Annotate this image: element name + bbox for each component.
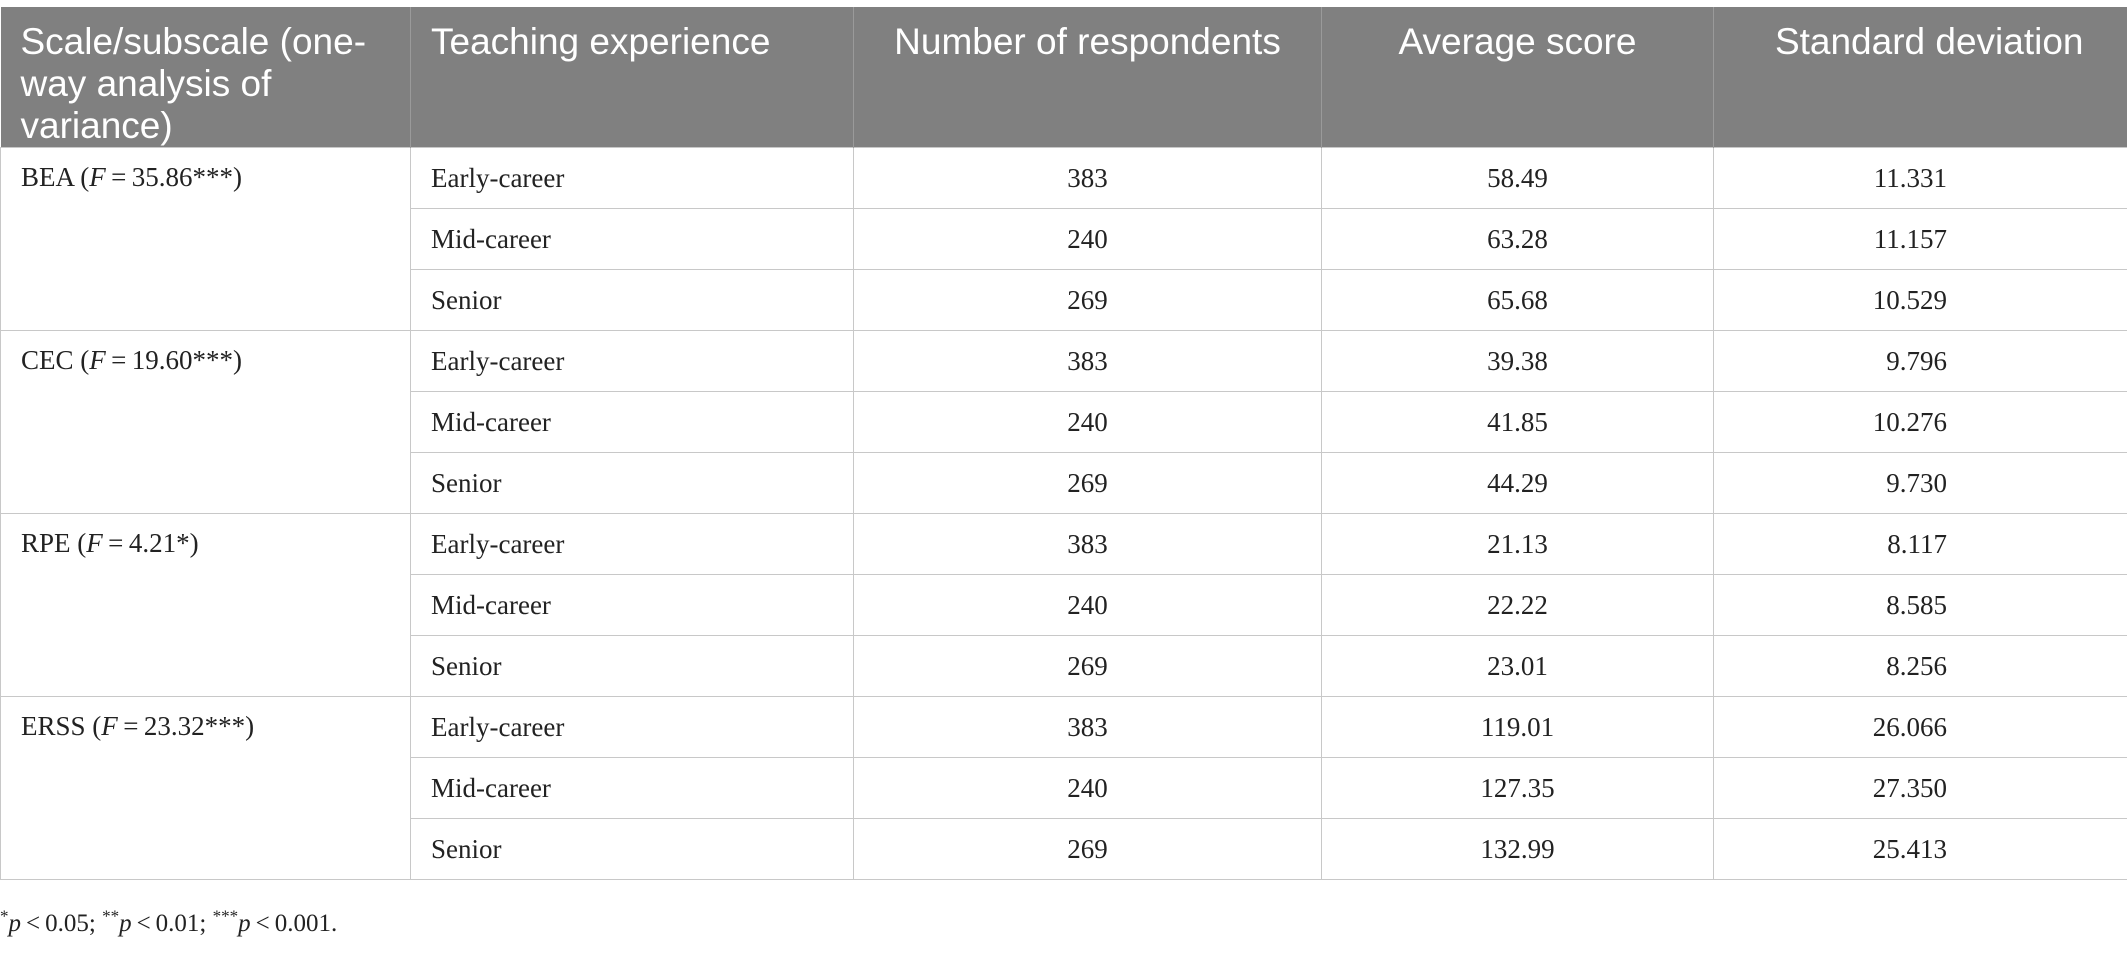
table-row: Mid-career 240 22.22 8.585	[1, 574, 2127, 636]
table-row: RPE (F = 4.21*) Early-career 383 21.13 8.117	[0, 513, 2127, 697]
standard-deviation-cell: 26.066	[1713, 696, 2127, 758]
table-row: CEC (F = 19.60***) Early-career 383 39.38 9.…	[0, 330, 2127, 514]
teaching-experience-cell: Senior	[410, 269, 854, 331]
scale-cell: BEA (F = 35.86***)	[0, 147, 411, 331]
standard-deviation-cell: 10.276	[1713, 391, 2127, 453]
standard-deviation-cell: 27.350	[1713, 757, 2127, 819]
standard-deviation-cell: 8.117	[1713, 513, 2127, 575]
table-body: BEA (F = 35.86***) Early-career 383 58.49 11…	[0, 147, 2127, 880]
significance-footnote: *p < 0.05; **p < 0.01; ***p < 0.001.	[0, 906, 338, 938]
header-teaching-experience: Teaching experience	[410, 7, 854, 148]
table-row: ERSS (F = 23.32***) Early-career 383 119.01…	[0, 696, 2127, 880]
table-row: Senior 269 132.99 25.413	[1, 818, 2127, 880]
header-scale: Scale/subscale (one-way analysis of vari…	[0, 7, 411, 148]
standard-deviation-cell: 11.157	[1713, 208, 2127, 270]
standard-deviation-cell: 8.585	[1713, 574, 2127, 636]
table-row: Senior 269 23.01 8.256	[1, 635, 2127, 697]
teaching-experience-cell: Mid-career	[410, 208, 854, 270]
average-score-cell: 119.01	[1321, 696, 1714, 758]
average-score-cell: 23.01	[1321, 635, 1714, 697]
teaching-experience-cell: Senior	[410, 818, 854, 880]
f-statistic: (F = 23.32***)	[85, 711, 255, 741]
respondents-cell: 269	[853, 818, 1322, 880]
average-score-cell: 39.38	[1321, 330, 1714, 392]
respondents-cell: 240	[853, 208, 1322, 270]
average-score-cell: 21.13	[1321, 513, 1714, 575]
table-row: Mid-career 240 41.85 10.276	[1, 391, 2127, 453]
teaching-experience-cell: Senior	[410, 452, 854, 514]
teaching-experience-cell: Early-career	[410, 147, 854, 209]
teaching-experience-cell: Early-career	[410, 513, 854, 575]
table-row: BEA (F = 35.86***) Early-career 383 58.49 11…	[0, 147, 2127, 331]
teaching-experience-cell: Early-career	[410, 330, 854, 392]
scale-cell: RPE (F = 4.21*)	[0, 513, 411, 697]
average-score-cell: 63.28	[1321, 208, 1714, 270]
average-score-cell: 44.29	[1321, 452, 1714, 514]
standard-deviation-cell: 11.331	[1713, 147, 2127, 209]
scale-name: RPE	[21, 528, 71, 558]
standard-deviation-cell: 8.256	[1713, 635, 2127, 697]
scale-name: BEA	[21, 162, 74, 192]
respondents-cell: 269	[853, 635, 1322, 697]
respondents-cell: 383	[853, 330, 1322, 392]
average-score-cell: 132.99	[1321, 818, 1714, 880]
respondents-cell: 240	[853, 574, 1322, 636]
header-average-score: Average score	[1321, 7, 1714, 148]
average-score-cell: 65.68	[1321, 269, 1714, 331]
scale-name: CEC	[21, 345, 74, 375]
teaching-experience-cell: Mid-career	[410, 391, 854, 453]
teaching-experience-cell: Mid-career	[410, 574, 854, 636]
respondents-cell: 240	[853, 757, 1322, 819]
scale-cell: ERSS (F = 23.32***)	[0, 696, 411, 880]
footnote-item: **p < 0.01;	[102, 906, 213, 937]
respondents-cell: 240	[853, 391, 1322, 453]
f-statistic: (F = 4.21*)	[70, 528, 199, 558]
scale-cell: CEC (F = 19.60***)	[0, 330, 411, 514]
respondents-cell: 383	[853, 513, 1322, 575]
respondents-cell: 383	[853, 147, 1322, 209]
standard-deviation-cell: 9.730	[1713, 452, 2127, 514]
teaching-experience-cell: Mid-career	[410, 757, 854, 819]
footnote-item: *p < 0.05;	[0, 906, 103, 937]
footnote-item: ***p < 0.001.	[212, 906, 338, 937]
header-standard-deviation: Standard deviation	[1713, 7, 2127, 148]
f-statistic: (F = 19.60***)	[73, 345, 243, 375]
respondents-cell: 383	[853, 696, 1322, 758]
anova-results-table: Scale/subscale (one-way analysis of vari…	[0, 7, 2127, 880]
table-row: Senior 269 44.29 9.730	[1, 452, 2127, 514]
standard-deviation-cell: 10.529	[1713, 269, 2127, 331]
average-score-cell: 127.35	[1321, 757, 1714, 819]
table-row: Mid-career 240 127.35 27.350	[1, 757, 2127, 819]
teaching-experience-cell: Early-career	[410, 696, 854, 758]
table-header-row: Scale/subscale (one-way analysis of vari…	[0, 7, 2127, 148]
respondents-cell: 269	[853, 269, 1322, 331]
average-score-cell: 22.22	[1321, 574, 1714, 636]
average-score-cell: 41.85	[1321, 391, 1714, 453]
average-score-cell: 58.49	[1321, 147, 1714, 209]
scale-name: ERSS	[21, 711, 86, 741]
teaching-experience-cell: Senior	[410, 635, 854, 697]
standard-deviation-cell: 9.796	[1713, 330, 2127, 392]
respondents-cell: 269	[853, 452, 1322, 514]
f-statistic: (F = 35.86***)	[73, 162, 243, 192]
header-number-of-respondents: Number of respondents	[853, 7, 1322, 148]
results-table-container: Scale/subscale (one-way analysis of vari…	[0, 7, 2127, 880]
standard-deviation-cell: 25.413	[1713, 818, 2127, 880]
